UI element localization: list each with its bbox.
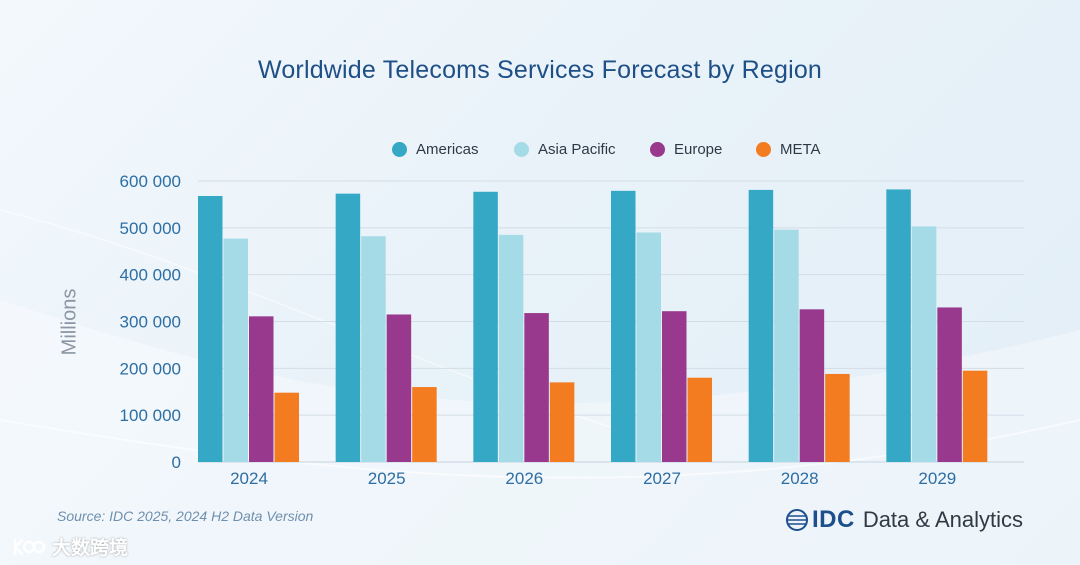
chart-legend: Americas Asia Pacific Europe META [0, 141, 1080, 163]
bar-meta-2025 [412, 387, 437, 462]
legend-swatch-meta [756, 142, 771, 157]
bar-americas-2024 [198, 195, 223, 462]
bar-americas-2027 [611, 190, 636, 462]
bar-americas-2025 [335, 193, 361, 462]
source-note: Source: IDC 2025, 2024 H2 Data Version [57, 508, 314, 524]
bar-europe-2028 [799, 309, 825, 462]
legend-item-europe: Europe [650, 141, 722, 158]
legend-swatch-americas [392, 142, 407, 157]
watermark-text: 大数跨境 [52, 538, 129, 559]
bar-asia-pacific-2029 [911, 226, 937, 462]
bar-europe-2027 [662, 311, 687, 462]
y-tick-label: 500 000 [120, 219, 181, 238]
brand-tagline: Data & Analytics [862, 507, 1023, 532]
bar-meta-2028 [825, 373, 850, 462]
y-tick-label: 600 000 [120, 172, 181, 191]
idc-logo: IDC [785, 506, 855, 534]
legend-item-americas: Americas [392, 141, 479, 158]
brand: IDC Data & Analytics [785, 506, 1023, 534]
bar-europe-2029 [937, 307, 962, 462]
bar-americas-2026 [473, 191, 498, 462]
bar-asia-pacific-2028 [774, 229, 799, 462]
y-tick-label: 300 000 [120, 313, 181, 332]
x-tick-label: 2029 [918, 469, 956, 488]
x-tick-label: 2026 [505, 469, 543, 488]
x-tick-label: 2025 [368, 469, 406, 488]
idc-globe-icon [785, 509, 808, 531]
legend-item-meta: META [756, 141, 821, 158]
watermark-logo-icon [13, 538, 46, 555]
bar-asia-pacific-2024 [223, 238, 248, 462]
chart-title: Worldwide Telecoms Services Forecast by … [257, 56, 823, 84]
y-tick-label: 400 000 [120, 266, 181, 285]
bar-meta-2024 [274, 392, 299, 462]
legend-item-asia-pacific: Asia Pacific [514, 141, 616, 158]
y-tick-label: 100 000 [120, 406, 181, 425]
bar-asia-pacific-2027 [636, 232, 661, 462]
brand-name: IDC [811, 506, 855, 533]
bar-meta-2029 [962, 370, 988, 462]
bar-asia-pacific-2025 [361, 236, 386, 462]
legend-label-asia-pacific: Asia Pacific [538, 141, 616, 158]
bar-meta-2026 [549, 382, 575, 462]
bar-americas-2029 [886, 189, 911, 462]
watermark: 大数跨境 [12, 533, 128, 560]
x-tick-label: 2028 [781, 469, 819, 488]
bar-americas-2028 [748, 189, 774, 463]
x-tick-label: 2024 [230, 469, 268, 488]
bar-meta-2027 [687, 377, 712, 462]
legend-swatch-europe [650, 142, 665, 157]
legend-label-americas: Americas [416, 141, 479, 158]
x-tick-label: 2027 [643, 469, 681, 488]
bar-europe-2026 [524, 313, 549, 462]
legend-swatch-asia-pacific [514, 142, 529, 157]
legend-label-europe: Europe [674, 141, 723, 158]
bar-europe-2024 [249, 316, 274, 462]
bar-asia-pacific-2026 [498, 234, 524, 462]
legend-label-meta: META [780, 141, 821, 158]
y-tick-label: 0 [172, 453, 181, 472]
y-tick-label: 200 000 [120, 359, 181, 378]
bar-europe-2025 [386, 314, 412, 462]
